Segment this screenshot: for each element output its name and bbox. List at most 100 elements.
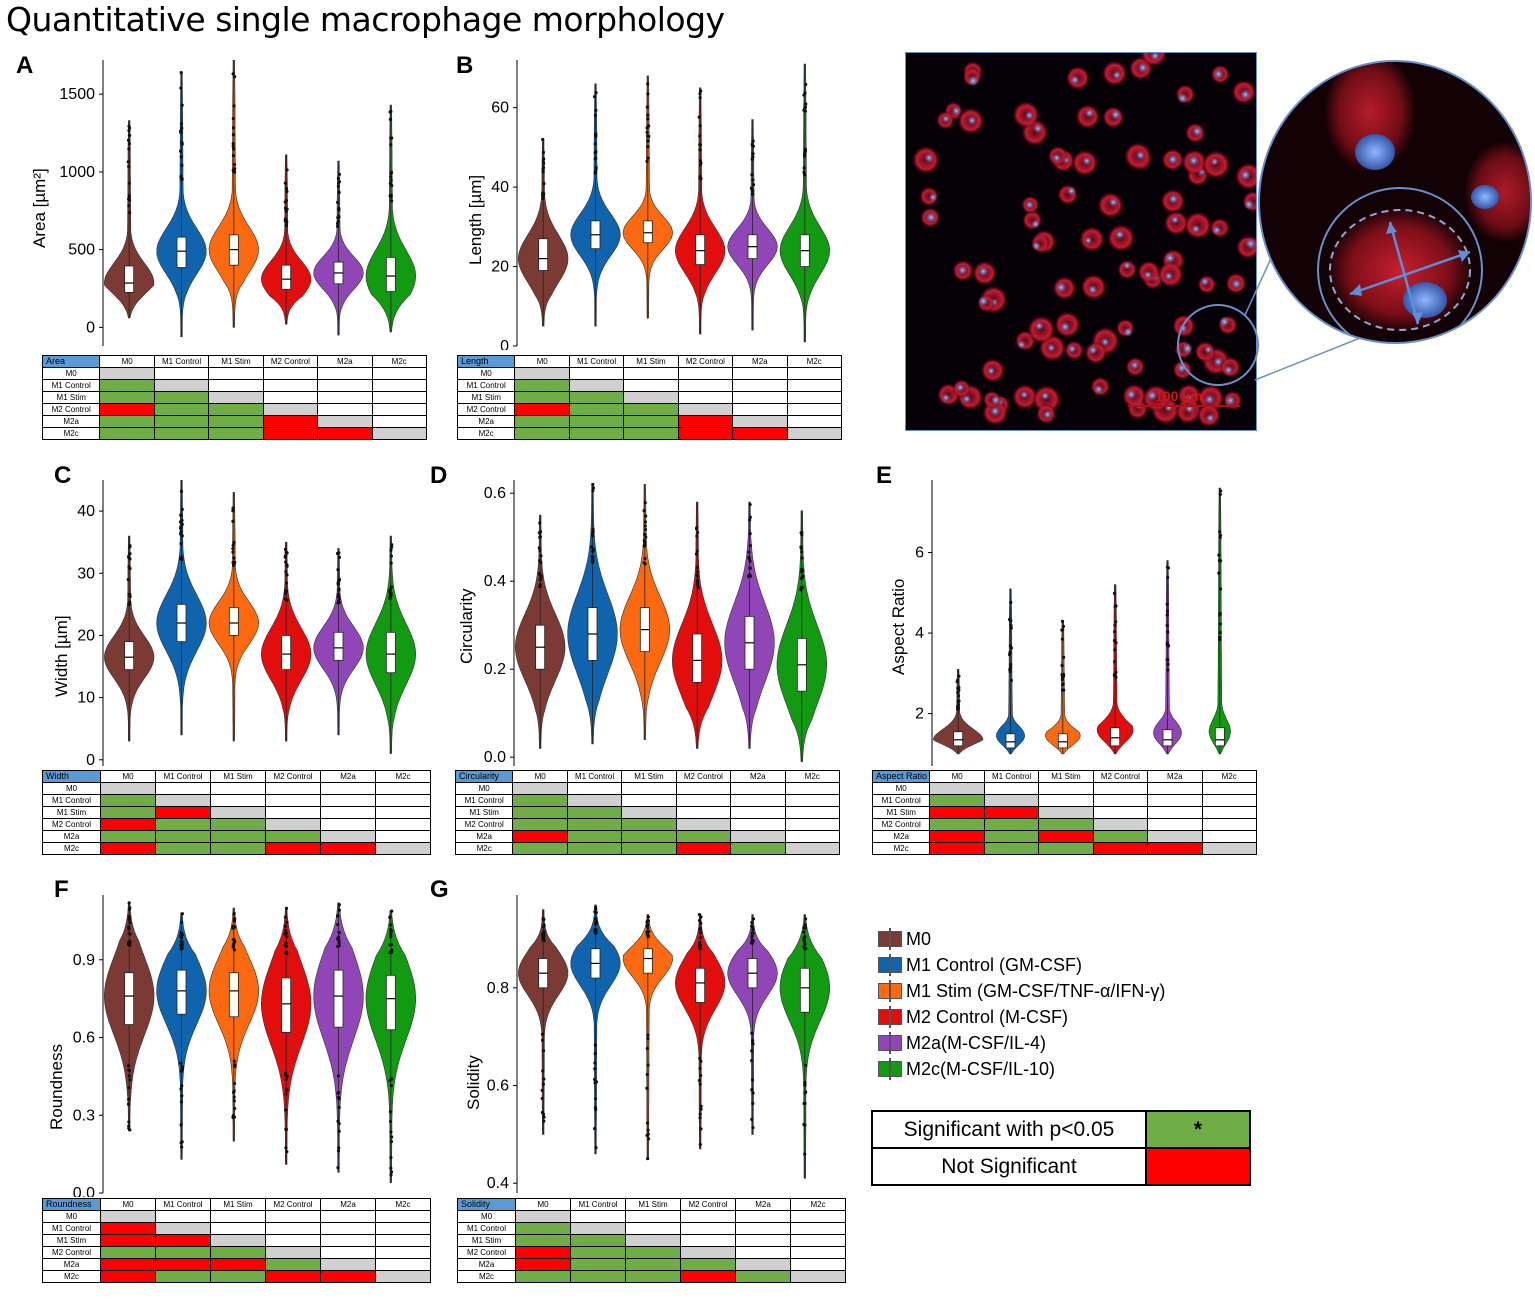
outlier-point bbox=[594, 168, 598, 172]
outlier-point bbox=[642, 509, 646, 513]
outlier-point bbox=[803, 1083, 807, 1087]
outlier-point bbox=[1009, 662, 1013, 667]
table-row-header: M2c bbox=[41, 427, 101, 440]
outlier-point bbox=[591, 482, 595, 487]
outlier-point bbox=[389, 932, 393, 936]
table-cell bbox=[210, 782, 266, 795]
outlier-point bbox=[231, 543, 235, 547]
table-cell bbox=[568, 379, 625, 392]
outlier-point bbox=[127, 181, 131, 185]
outlier-point bbox=[594, 133, 598, 137]
outlier-point bbox=[751, 917, 756, 921]
outlier-point bbox=[1218, 492, 1222, 496]
outlier-point bbox=[643, 532, 647, 537]
outlier-point bbox=[127, 907, 132, 911]
violin-plot-e: 2 4 6 bbox=[915, 480, 1232, 766]
table-cell bbox=[1038, 782, 1094, 795]
box-iqr bbox=[1057, 733, 1068, 749]
outlier-point bbox=[284, 223, 288, 228]
table-cell bbox=[621, 794, 677, 807]
table-cell bbox=[566, 842, 623, 855]
nucleus bbox=[1025, 111, 1034, 120]
outlier-point bbox=[231, 550, 235, 554]
box-iqr bbox=[281, 264, 292, 290]
outlier-point bbox=[180, 522, 184, 526]
outlier-point bbox=[128, 921, 132, 925]
table-cell bbox=[100, 794, 156, 807]
outlier-point bbox=[179, 86, 183, 90]
outlier-point bbox=[646, 145, 650, 149]
outlier-point bbox=[542, 929, 546, 934]
outlier-point bbox=[128, 602, 132, 607]
nucleus bbox=[967, 116, 977, 125]
table-cell bbox=[210, 1270, 266, 1283]
outlier-point bbox=[1009, 600, 1013, 604]
outlier-point bbox=[591, 486, 596, 490]
table-cell bbox=[320, 782, 376, 795]
nucleus bbox=[1089, 345, 1098, 355]
outlier-point bbox=[695, 549, 699, 553]
outlier-point bbox=[285, 1088, 289, 1092]
table-cell bbox=[732, 367, 788, 380]
box-iqr bbox=[385, 257, 396, 292]
outlier-point bbox=[695, 579, 699, 583]
table-cell bbox=[625, 1270, 681, 1283]
outlier-point bbox=[644, 535, 648, 539]
outlier-point bbox=[646, 1063, 650, 1067]
nucleus bbox=[1205, 394, 1215, 404]
outlier-point bbox=[1217, 553, 1221, 557]
outlier-point bbox=[389, 548, 393, 552]
nucleus bbox=[1082, 156, 1091, 165]
outlier-point bbox=[283, 1071, 288, 1075]
table-cell bbox=[210, 1246, 266, 1259]
outlier-point bbox=[179, 513, 183, 517]
table-cell bbox=[320, 1270, 376, 1283]
nucleus bbox=[1031, 220, 1040, 228]
significance-table-c: Width M0 M1 Control M1 Stim M2 Control M2a M2c… bbox=[42, 770, 431, 855]
outlier-point bbox=[283, 597, 287, 601]
y-tick-label: 0.3 bbox=[73, 1107, 95, 1124]
outlier-point bbox=[126, 942, 131, 947]
outlier-point bbox=[128, 552, 132, 556]
outlier-point bbox=[801, 585, 805, 590]
outlier-point bbox=[389, 923, 393, 927]
table-cell bbox=[675, 782, 732, 795]
table-cell bbox=[677, 427, 734, 440]
outlier-point bbox=[389, 1173, 393, 1177]
outlier-point bbox=[336, 581, 340, 585]
outlier-point bbox=[284, 554, 288, 558]
outlier-point bbox=[283, 206, 288, 210]
table-cell bbox=[677, 391, 734, 404]
outlier-point bbox=[593, 1043, 597, 1047]
nucleus bbox=[1240, 170, 1251, 180]
outlier-point bbox=[285, 573, 289, 577]
outlier-point bbox=[232, 1095, 236, 1099]
table-cell bbox=[210, 830, 266, 843]
outlier-point bbox=[1165, 613, 1169, 617]
panel-letter-c: C bbox=[54, 462, 72, 489]
box-iqr bbox=[385, 974, 396, 1031]
outlier-point bbox=[591, 534, 595, 538]
legend-label: M2c(M-CSF/IL-10) bbox=[906, 1058, 1056, 1079]
nucleus bbox=[1056, 282, 1067, 293]
outlier-point bbox=[232, 919, 237, 923]
micrograph-cells bbox=[911, 53, 1256, 428]
outlier-point bbox=[643, 524, 647, 528]
box-iqr bbox=[538, 238, 549, 271]
outlier-point bbox=[695, 534, 699, 538]
outlier-point bbox=[231, 133, 235, 137]
outlier-point bbox=[698, 96, 702, 100]
table-cell bbox=[790, 1210, 846, 1223]
box-iqr bbox=[642, 948, 653, 974]
outlier-point bbox=[645, 159, 649, 163]
outlier-point bbox=[539, 560, 543, 565]
outlier-point bbox=[232, 1099, 236, 1103]
outlier-point bbox=[128, 545, 132, 549]
violin-plot-f: 0.0 0.3 0.6 0.9 bbox=[73, 895, 417, 1197]
outlier-point bbox=[591, 489, 595, 493]
outlier-point bbox=[748, 532, 752, 536]
cell bbox=[1116, 259, 1138, 280]
outlier-point bbox=[284, 550, 288, 554]
outlier-point bbox=[748, 518, 752, 522]
outlier-point bbox=[284, 560, 288, 564]
